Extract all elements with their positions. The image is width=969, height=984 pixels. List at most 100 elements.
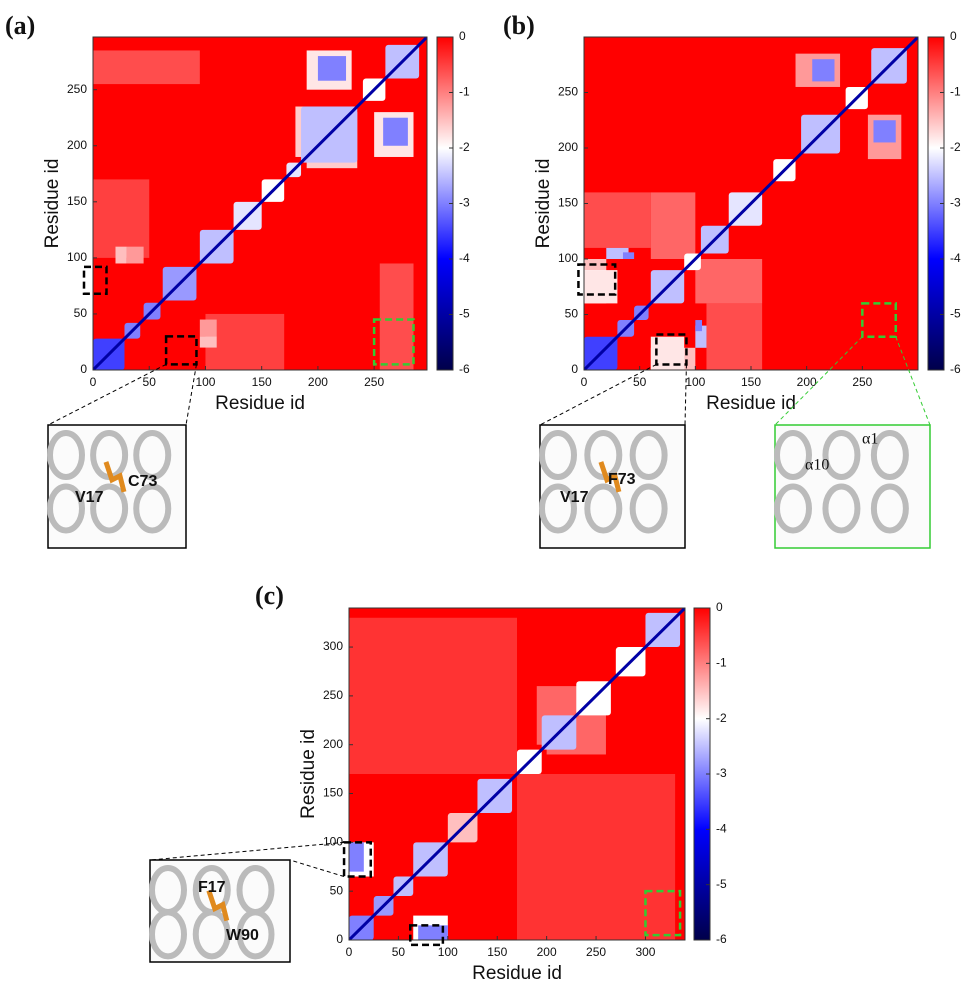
- x-tick-label: 150: [252, 375, 272, 389]
- colorbar-tick-label: -1: [950, 85, 961, 99]
- heatmap-cell: [200, 320, 217, 337]
- heatmap-cell: [695, 259, 762, 303]
- inset-label: F17: [198, 879, 226, 896]
- figure: 0 50 100 150 200 250 0 50 100 150 200 250 Residue id…: [0, 0, 969, 984]
- colorbar-tick-label: -4: [716, 822, 727, 836]
- x-tick-label: 250: [586, 945, 606, 959]
- heatmap-cell: [349, 618, 517, 774]
- panel-label: (a): [5, 11, 35, 40]
- x-tick-label: 200: [537, 945, 557, 959]
- y-tick-label: 100: [67, 250, 87, 264]
- x-tick-label: 150: [487, 945, 507, 959]
- heatmap-cell: [93, 50, 200, 84]
- colorbar-tick-label: -4: [950, 251, 961, 265]
- heatmap-cell: [584, 270, 617, 303]
- x-tick-label: 250: [364, 375, 384, 389]
- x-tick-label: 150: [741, 375, 761, 389]
- connector: [48, 364, 166, 425]
- colorbar-tick-label: -4: [459, 251, 470, 265]
- colorbar-tick-label: -5: [950, 307, 961, 321]
- y-tick-label: 50: [74, 306, 88, 320]
- heatmap-cell: [651, 192, 696, 259]
- panel-label: (b): [503, 11, 535, 40]
- y-axis-label: Residue id: [298, 729, 319, 819]
- heatmap-cell: [706, 303, 762, 370]
- heatmap-cell: [115, 247, 126, 264]
- colorbar-tick-label: 0: [459, 29, 466, 43]
- connector: [290, 860, 344, 877]
- x-tick-label: 0: [346, 945, 353, 959]
- y-tick-label: 150: [67, 194, 87, 208]
- heatmap-cell: [695, 320, 702, 331]
- x-tick-label: 0: [90, 375, 97, 389]
- x-tick-label: 300: [635, 945, 655, 959]
- colorbar-tick-label: -3: [459, 196, 470, 210]
- inset-label: F73: [608, 471, 636, 488]
- y-tick-label: 50: [565, 307, 579, 321]
- inset-label: V17: [560, 489, 589, 506]
- heatmap-cell: [205, 314, 284, 370]
- x-tick-label: 250: [852, 375, 872, 389]
- inset-label: α10: [805, 457, 829, 474]
- inset-label: V17: [75, 489, 104, 506]
- x-axis-label: Residue id: [215, 393, 305, 414]
- colorbar-tick-label: -3: [950, 196, 961, 210]
- heatmap-cell: [383, 118, 408, 146]
- heatmap: [584, 37, 918, 370]
- heatmap-cell: [812, 59, 834, 81]
- x-tick-label: 50: [392, 945, 406, 959]
- x-tick-label: 100: [438, 945, 458, 959]
- y-tick-label: 0: [336, 932, 343, 946]
- x-tick-label: 50: [633, 375, 647, 389]
- heatmap-cell: [200, 336, 217, 347]
- y-axis-label: Residue id: [533, 159, 554, 249]
- colorbar-tick-label: -6: [716, 932, 727, 946]
- y-tick-label: 200: [67, 138, 87, 152]
- colorbar-tick-label: -1: [716, 656, 727, 670]
- x-tick-label: 100: [685, 375, 705, 389]
- colorbar-tick-label: -6: [459, 362, 470, 376]
- colorbar-tick-label: -5: [716, 877, 727, 891]
- heatmap: [349, 608, 685, 940]
- connector: [150, 842, 344, 860]
- x-tick-label: 50: [143, 375, 157, 389]
- x-tick-label: 200: [308, 375, 328, 389]
- y-axis-label: Residue id: [42, 159, 63, 249]
- y-tick-label: 0: [80, 362, 87, 376]
- y-tick-label: 150: [323, 786, 343, 800]
- heatmap-cell: [584, 192, 651, 248]
- y-tick-label: 250: [558, 85, 578, 99]
- colorbar-tick-label: 0: [716, 600, 723, 614]
- connector: [186, 364, 196, 425]
- heatmap-cell: [318, 56, 346, 81]
- colorbar-tick-label: -2: [716, 711, 727, 725]
- y-tick-label: 250: [67, 82, 87, 96]
- y-tick-label: 100: [558, 251, 578, 265]
- y-tick-label: 300: [323, 639, 343, 653]
- colorbar-tick-label: -2: [950, 140, 961, 154]
- connector: [685, 364, 686, 425]
- colorbar-tick-label: -1: [459, 85, 470, 99]
- inset-label: C73: [128, 473, 157, 490]
- x-tick-label: 100: [195, 375, 215, 389]
- y-tick-label: 100: [323, 835, 343, 849]
- heatmap-cell: [873, 120, 895, 142]
- panel-label: (c): [255, 581, 284, 610]
- colorbar-tick-label: -3: [716, 766, 727, 780]
- heatmap-cell: [517, 774, 675, 940]
- heatmap-cell: [623, 252, 634, 259]
- inset-label: α1: [862, 431, 878, 448]
- y-tick-label: 150: [558, 196, 578, 210]
- inset-label: W90: [226, 927, 259, 944]
- connector: [540, 364, 656, 425]
- colorbar-tick-label: 0: [950, 29, 957, 43]
- x-axis-label: Residue id: [472, 963, 562, 984]
- x-tick-label: 0: [581, 375, 588, 389]
- colorbar-tick-label: -6: [950, 362, 961, 376]
- heatmap-cell: [93, 179, 149, 257]
- y-tick-label: 250: [323, 688, 343, 702]
- y-tick-label: 200: [323, 737, 343, 751]
- x-tick-label: 200: [797, 375, 817, 389]
- colorbar-tick-label: -5: [459, 307, 470, 321]
- heatmap-cell: [127, 247, 144, 264]
